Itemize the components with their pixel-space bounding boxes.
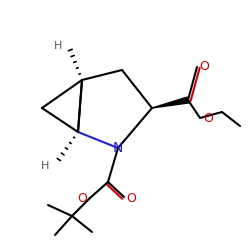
Text: N: N — [113, 141, 123, 155]
Text: O: O — [77, 192, 87, 205]
Text: H: H — [41, 161, 49, 171]
Text: H: H — [54, 41, 62, 51]
Polygon shape — [152, 97, 189, 108]
Text: O: O — [199, 60, 209, 72]
Text: O: O — [126, 192, 136, 204]
Text: O: O — [203, 112, 213, 126]
